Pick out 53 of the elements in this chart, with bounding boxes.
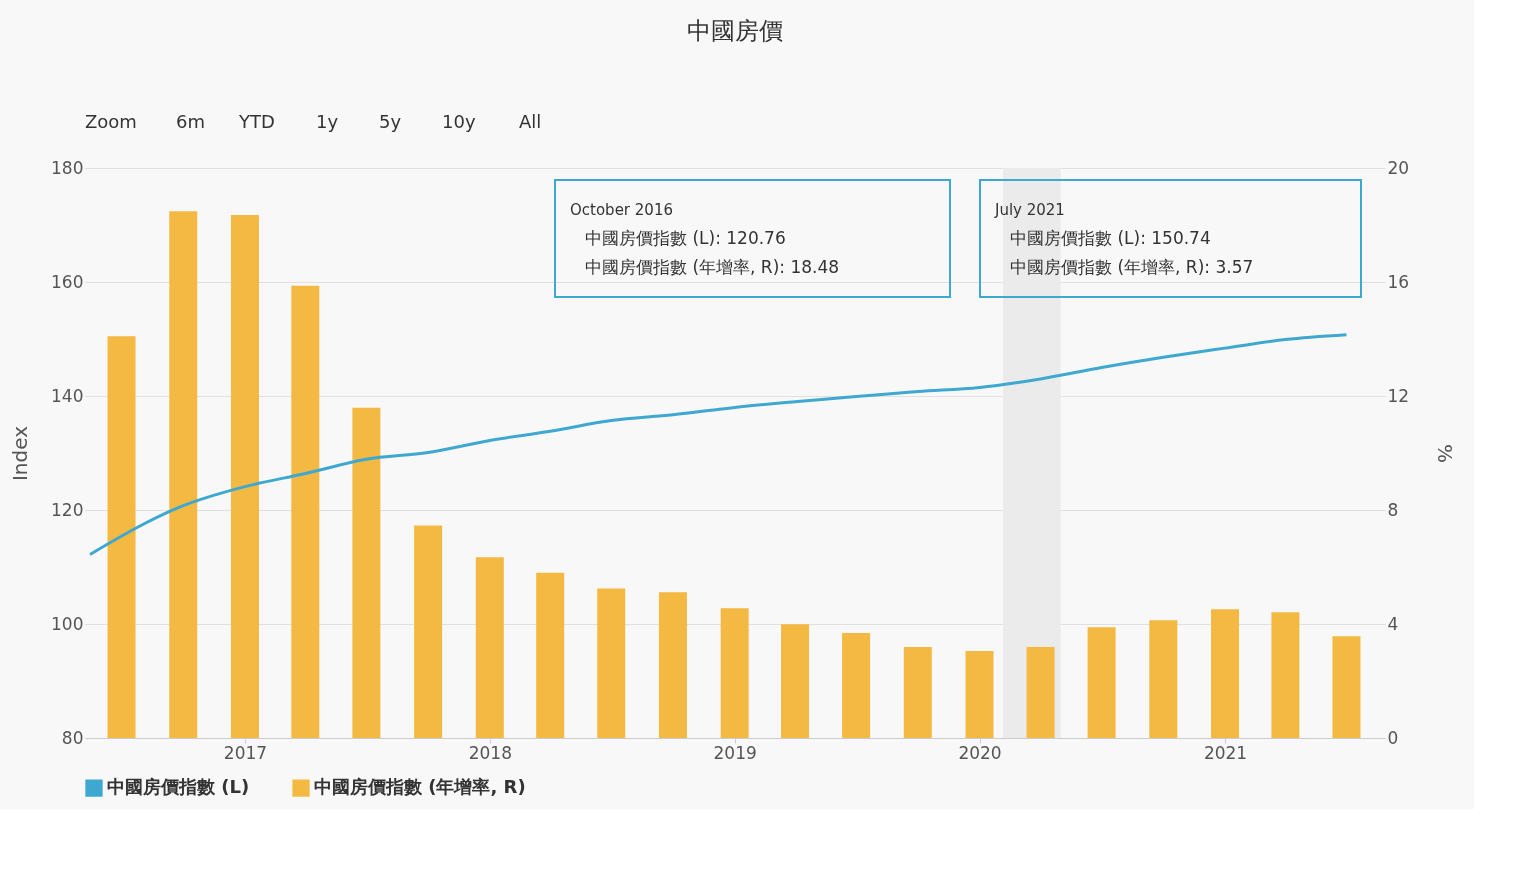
y2-axis-title: %	[1433, 443, 1458, 464]
bar	[781, 624, 810, 738]
y2-tick-label: 8	[1387, 499, 1399, 520]
y-axis-title: Index	[8, 425, 33, 482]
bar	[1149, 620, 1178, 738]
y2-tick-label: 16	[1387, 271, 1410, 292]
bar	[1026, 647, 1055, 738]
bar	[1332, 636, 1361, 738]
y-tick-label: 100	[51, 613, 84, 634]
chart-title: 中國房價	[687, 17, 783, 45]
text: 1y	[316, 111, 339, 132]
x-tick-label: 2021	[1203, 742, 1248, 763]
bar	[291, 285, 320, 738]
bar	[352, 407, 381, 738]
bar	[1211, 609, 1240, 738]
bar	[720, 608, 749, 738]
text: All	[519, 111, 542, 132]
y2-tick-label: 0	[1387, 727, 1399, 748]
bar	[1087, 627, 1116, 738]
x-tick-label: 2020	[958, 742, 1002, 763]
legend-label: 中國房價指數 (L)	[107, 776, 250, 798]
annotation: October 2016 中國房價指數 (L): 120.76 中國房價指數 (年增率, R): 18.48	[570, 201, 840, 277]
legend-label: 中國房價指數 (年增率, R)	[314, 776, 526, 798]
bar	[658, 592, 687, 738]
y2-tick-label: 12	[1387, 385, 1410, 406]
y2-tick-label: 20	[1387, 157, 1410, 178]
bar	[965, 651, 994, 738]
x-tick-label: 2018	[468, 742, 512, 763]
bar	[414, 525, 443, 738]
bar	[230, 215, 259, 738]
x-tick-label: 2017	[223, 742, 268, 763]
y-tick-label: 180	[51, 157, 84, 178]
bar	[536, 572, 565, 738]
bar	[903, 647, 932, 738]
bar	[475, 557, 504, 738]
y-tick-label: 160	[51, 271, 84, 292]
text: 6m	[176, 111, 205, 132]
bar	[842, 633, 871, 738]
text: YTD	[238, 111, 275, 132]
x-tick-label: 2019	[713, 742, 757, 763]
text: Zoom	[85, 111, 137, 132]
text: 10y	[442, 111, 476, 132]
y-tick-label: 120	[51, 499, 84, 520]
text: 5y	[379, 111, 402, 132]
bar	[107, 336, 136, 738]
annotation: July 2021 中國房價指數 (L): 150.74 中國房價指數 (年增率, R): 3.57	[994, 201, 1254, 277]
y-tick-label: 80	[61, 727, 84, 748]
y-tick-label: 140	[51, 385, 84, 406]
bar	[169, 211, 198, 738]
y2-tick-label: 4	[1387, 613, 1399, 634]
bar	[1271, 612, 1300, 738]
line-series	[88, 333, 1348, 556]
bar	[597, 588, 626, 738]
